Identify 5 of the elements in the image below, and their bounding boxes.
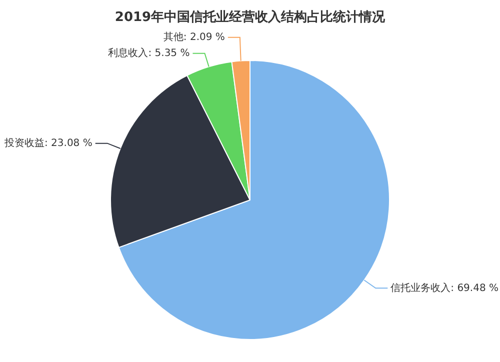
slice-label: 信托业务收入: 69.48 % <box>390 282 498 294</box>
slice-label: 其他: 2.09 % <box>163 30 225 43</box>
chart-title: 2019年中国信托业经营收入结构占比统计情况 <box>114 8 386 27</box>
slice-label: 投资收益: 23.08 % <box>3 136 92 149</box>
slice-label: 利息收入: 5.35 % <box>108 46 190 59</box>
